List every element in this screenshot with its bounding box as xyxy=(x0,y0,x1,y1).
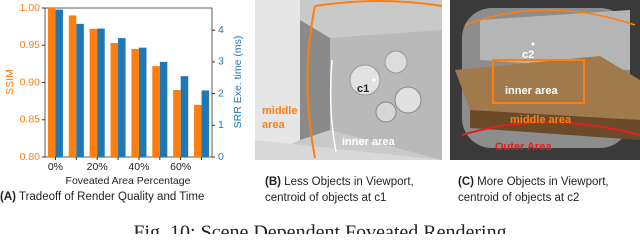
caption-text: Tradeoff of Render Quality and Time xyxy=(19,191,204,203)
bar xyxy=(110,43,119,157)
x-tick-label: 0% xyxy=(48,161,63,173)
outer-area-label: Outer Area xyxy=(495,141,552,153)
bar xyxy=(47,8,56,157)
bar xyxy=(152,66,160,157)
centroid-label: c1 xyxy=(357,83,369,95)
panel-caption: centroid of objects at c1 xyxy=(265,192,386,204)
caption-label: (A) xyxy=(0,191,16,203)
bar xyxy=(89,28,98,157)
inner-area-label: inner area xyxy=(342,136,395,148)
y-axis-label: SSIM xyxy=(4,69,16,95)
y-tick-label: 1.00 xyxy=(20,2,41,14)
y2-tick-label: 0 xyxy=(218,151,224,163)
bar xyxy=(201,90,210,157)
bar xyxy=(76,23,84,158)
caption-text: More Objects in Viewport, xyxy=(477,176,608,188)
x-tick-label: 20% xyxy=(87,161,108,173)
caption-label: (C) xyxy=(458,176,474,188)
y-tick-label: 0.80 xyxy=(20,151,41,163)
caption-label: (B) xyxy=(265,176,281,188)
middle-area-label: middle xyxy=(262,105,297,117)
centroid-label: c2 xyxy=(522,49,534,61)
bar xyxy=(55,9,63,157)
panel-b-image xyxy=(255,0,443,160)
bar xyxy=(173,89,181,157)
bar xyxy=(118,38,126,157)
y2-tick-label: 2 xyxy=(218,87,224,99)
panel-caption: centroid of objects at c2 xyxy=(458,192,579,204)
y2-axis-label: SRR Exe. time (ms) xyxy=(232,36,244,129)
x-tick-label: 40% xyxy=(128,161,149,173)
bar xyxy=(138,47,147,158)
y-tick-label: 0.95 xyxy=(20,39,41,51)
y2-tick-label: 3 xyxy=(218,56,224,68)
bar xyxy=(97,28,105,157)
chart-caption: (A) Tradeoff of Render Quality and Time xyxy=(0,191,204,203)
panel-caption: (B) Less Objects in Viewport, xyxy=(265,176,414,188)
y-tick-label: 0.85 xyxy=(20,114,41,126)
figure-caption: Fig. 10: Scene Dependent Foveated Render… xyxy=(133,222,506,234)
bar xyxy=(131,48,139,157)
x-tick-label: 60% xyxy=(170,161,191,173)
middle-area-label: middle area xyxy=(510,114,572,126)
inner-area-label: inner area xyxy=(505,85,558,97)
y2-tick-label: 1 xyxy=(218,119,224,131)
caption-text: Less Objects in Viewport, xyxy=(284,176,414,188)
panel-c-image xyxy=(450,0,640,160)
bar xyxy=(68,15,77,158)
y-tick-label: 0.90 xyxy=(20,76,41,88)
panel-caption: (C) More Objects in Viewport, xyxy=(458,176,609,188)
bar xyxy=(194,104,202,157)
x-axis-label: Foveated Area Percentage xyxy=(66,175,191,187)
y2-tick-label: 4 xyxy=(218,24,224,36)
middle-area-label: area xyxy=(262,119,286,131)
bar xyxy=(180,76,189,157)
figure: SSIM SRR Exe. time (ms) Foveated Area Pe… xyxy=(0,0,640,234)
bar xyxy=(159,61,168,157)
